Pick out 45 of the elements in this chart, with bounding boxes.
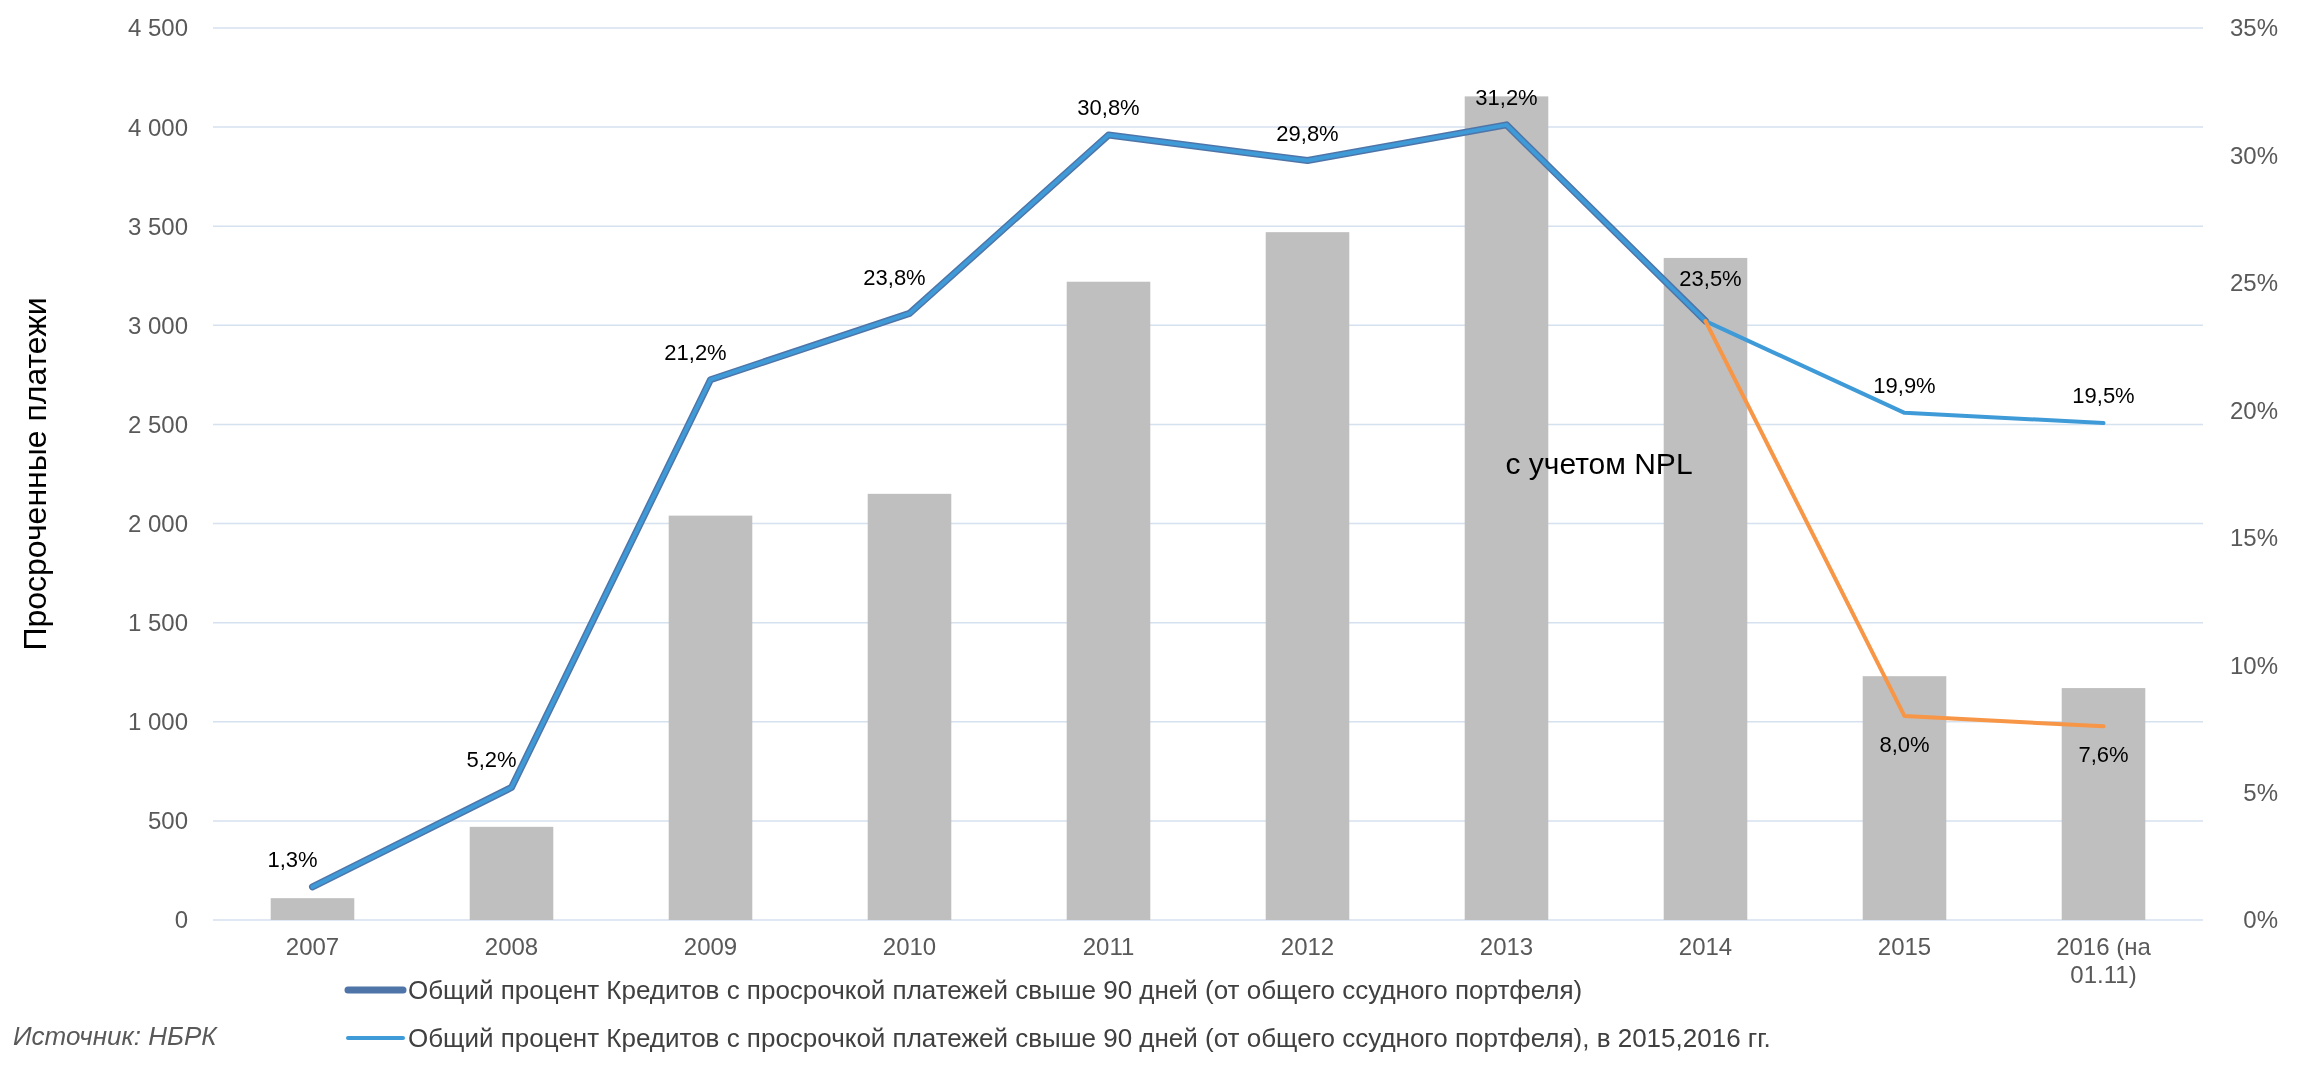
legend-label: Общий процент Кредитов с просрочкой платежей свыше 90 дней (от общего ссудного портфеля): [408, 975, 1583, 1006]
y2-tick-label: 20%: [2229, 396, 2278, 424]
x-tick-label: 2016 (на 01.11): [2056, 933, 2152, 988]
legend-label: Общий процент Кредитов с просрочкой платежей свыше 90 дней (от общего ссудного портфеля), в 2015,2016 гг.: [408, 1023, 1771, 1054]
text: Источник: НБРК: [13, 1021, 219, 1051]
x-tick-label: 2010: [882, 933, 937, 960]
data-label: 30,8%: [1077, 95, 1140, 121]
y2-tick-label: 35%: [2229, 14, 2278, 42]
y-tick-label: 4 000: [127, 113, 188, 141]
y2-tick-label: 30%: [2229, 141, 2278, 169]
x-tick-label: 2007: [285, 933, 340, 960]
data-label: 31,2%: [1475, 84, 1538, 110]
y2-tick-label: 10%: [2229, 651, 2278, 679]
x-tick-label: 2013: [1479, 933, 1534, 960]
data-label: 7,6%: [2078, 742, 2129, 768]
data-label: 23,5%: [1679, 266, 1742, 292]
y2-tick-label: 5%: [2243, 778, 2278, 806]
x-tick-label: 2012: [1280, 933, 1335, 960]
data-label: 23,8%: [863, 265, 926, 291]
x-tick-label: 2014: [1678, 933, 1733, 960]
data-label: 1,3%: [267, 846, 318, 872]
data-label: 5,2%: [466, 747, 517, 773]
x-tick-label: 2011: [1082, 933, 1135, 960]
y-tick-label: 1 000: [127, 708, 188, 736]
y-tick-label: 3 500: [127, 212, 188, 240]
y-tick-label: 1 500: [127, 609, 188, 637]
y-tick-label: 2 000: [127, 509, 188, 537]
y-tick-label: 3 000: [127, 311, 188, 339]
data-label: 21,2%: [664, 339, 727, 365]
y2-tick-label: 25%: [2229, 269, 2278, 297]
x-tick-label: 2008: [484, 933, 539, 960]
y-tick-label: 0: [174, 906, 188, 934]
x-tick-label: 2009: [683, 933, 738, 960]
y-tick-label: 500: [147, 807, 188, 835]
x-tick-label: 2015: [1877, 933, 1932, 960]
data-label: 8,0%: [1879, 732, 1930, 758]
annotation: с учетом NPL: [1505, 447, 1693, 480]
data-label: 29,8%: [1276, 120, 1339, 146]
y-tick-label: 4 500: [127, 14, 188, 42]
data-label: 19,5%: [2072, 383, 2135, 409]
data-label: 19,9%: [1873, 372, 1936, 398]
y2-tick-label: 0%: [2243, 906, 2278, 934]
y-tick-label: 2 500: [127, 410, 188, 438]
y2-tick-label: 15%: [2229, 524, 2278, 552]
y-axis-title: Просроченные платежи: [17, 297, 53, 651]
